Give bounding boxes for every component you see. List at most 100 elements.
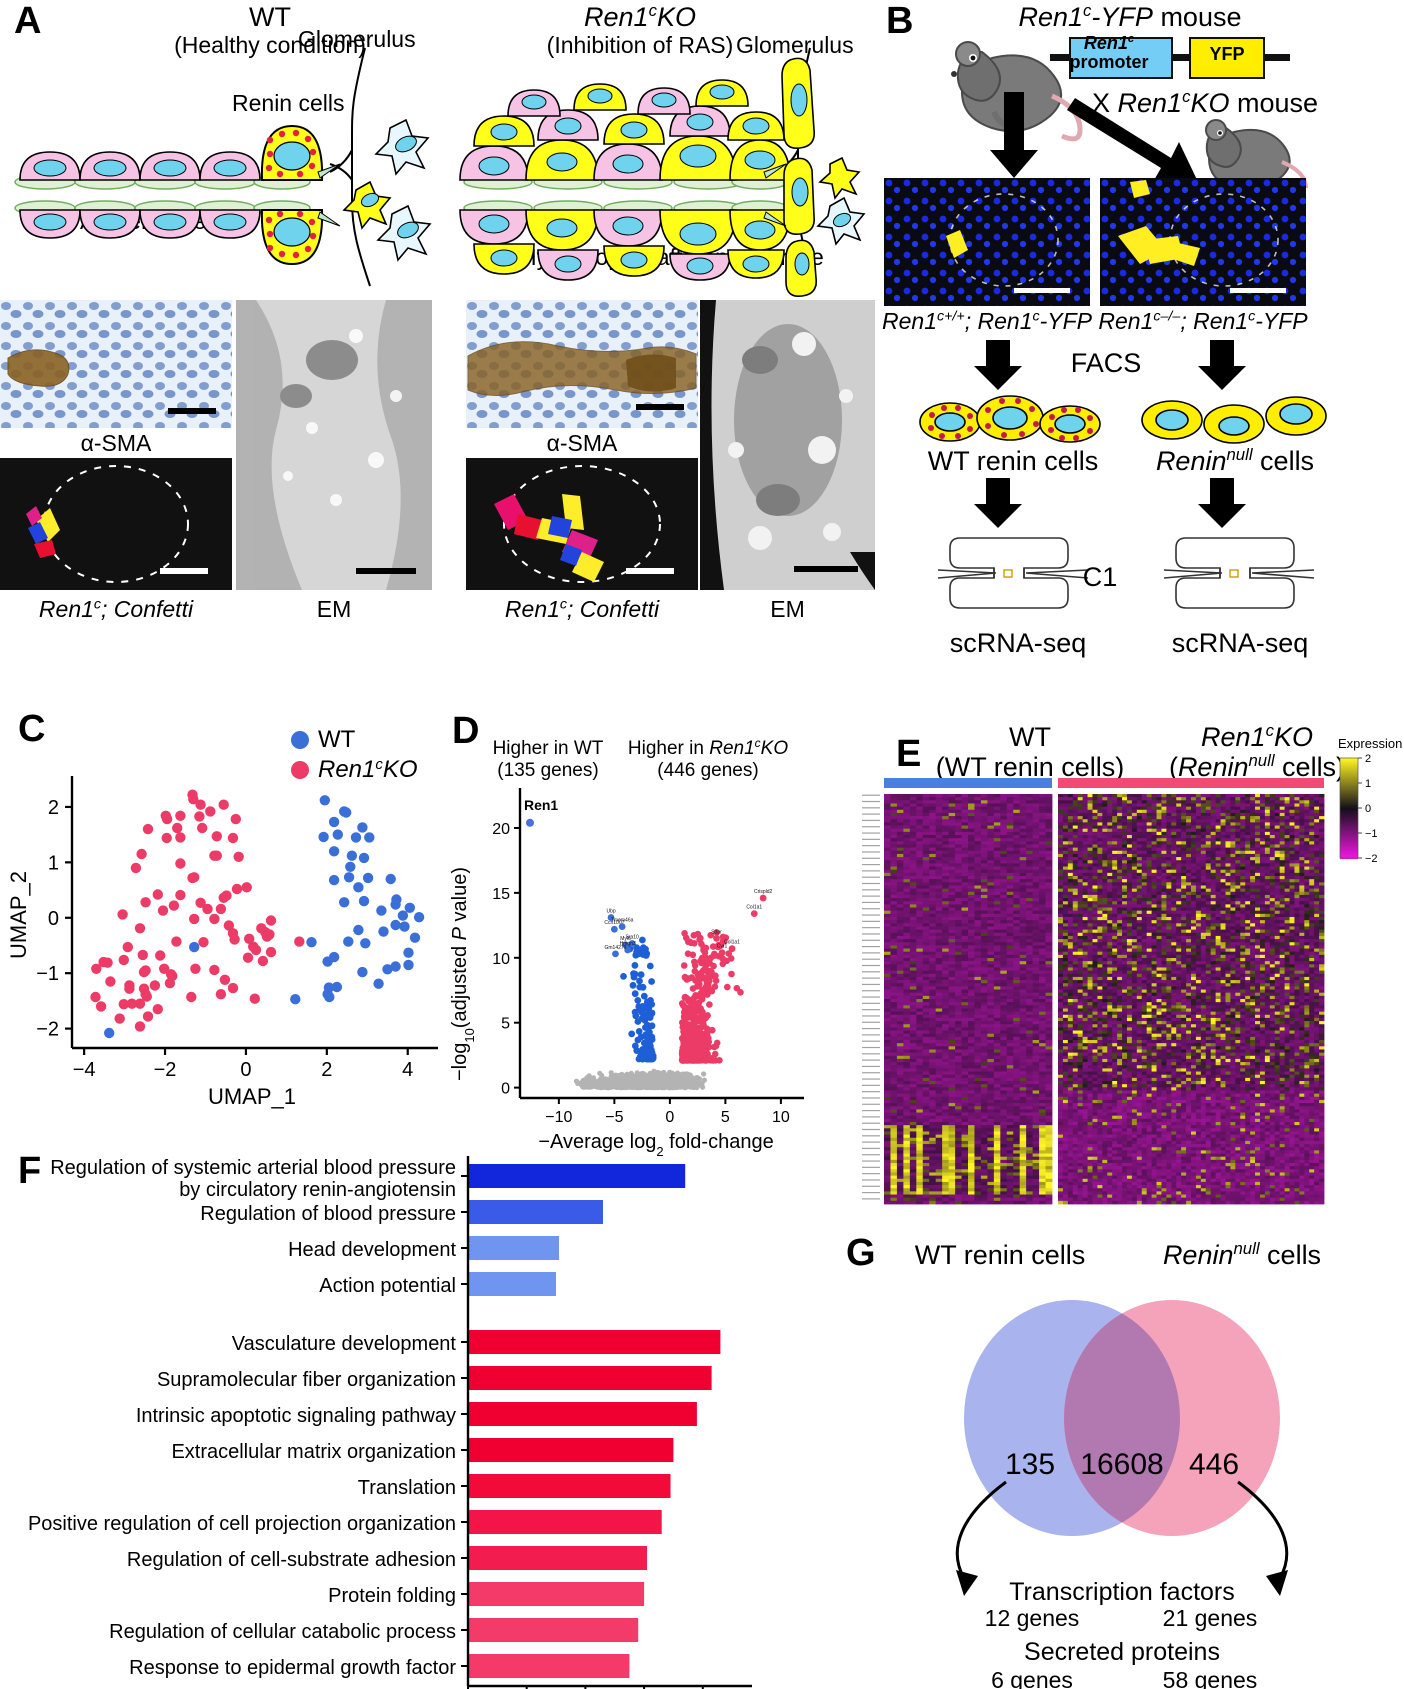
svg-text:10: 10 — [772, 1109, 790, 1126]
svg-text:WT: WT — [318, 726, 356, 753]
wt-confetti-caption: Ren1c; Confetti — [38, 596, 194, 622]
svg-text:Col1a1: Col1a1 — [746, 905, 762, 911]
svg-text:(135 genes): (135 genes) — [497, 760, 598, 781]
svg-text:Ren1cKO: Ren1cKO — [318, 756, 418, 784]
svg-text:Cyr1: Cyr1 — [717, 944, 728, 950]
ko-glomerulus-label: Glomerulus — [736, 32, 854, 58]
wt-renin-cell-icons — [919, 395, 1101, 443]
panel-b-mouse-title: Ren1c-YFP mouse — [1018, 1, 1242, 32]
wt-subtitle: (Healthy condition) — [174, 32, 366, 59]
panel-letter-d: D — [452, 710, 480, 752]
heatmap-wt-title: WT (WT renin cells) — [935, 722, 1125, 783]
construct-reporter-label: YFP — [1209, 44, 1245, 64]
wt-renin-cells-label: Renin cells — [232, 90, 345, 116]
svg-text:−4: −4 — [73, 1059, 96, 1081]
svg-text:20: 20 — [492, 821, 510, 838]
svg-text:(446 genes): (446 genes) — [657, 760, 758, 781]
volcano-plot: Higher in WT(135 genes) Higher in Ren1cKO… — [449, 736, 804, 1159]
c1-chip-icon-left — [937, 537, 1089, 609]
ko-confetti-micrograph — [466, 458, 698, 590]
ko-subtitle: (Inhibition of RAS) — [546, 32, 734, 59]
wt-glomerulus-label: Glomerulus — [298, 26, 416, 52]
svg-text:15: 15 — [492, 886, 510, 903]
panel-letter-c: C — [18, 708, 46, 750]
c1-chip-icon-right — [1163, 537, 1315, 609]
ko-em-caption: EM — [770, 596, 805, 622]
genotype-right-label: Ren1c–/–; Ren1c-YFP — [1098, 308, 1308, 334]
construct-promoter-label: Ren1c promoter — [1069, 33, 1149, 72]
arrow-down-left — [990, 92, 1038, 178]
scrna-seq-left: scRNA-seq — [949, 628, 1087, 658]
wt-arteriole-schematic — [10, 47, 432, 287]
svg-text:10: 10 — [492, 951, 510, 968]
svg-text:−5: −5 — [605, 1109, 623, 1126]
c1-label: C1 — [1082, 562, 1118, 592]
go-enrichment-bar-chart: Regulation of systemic arterial blood pr… — [28, 1156, 752, 1689]
svg-text:2: 2 — [48, 797, 59, 819]
facs-label: FACS — [1070, 348, 1142, 378]
svg-text:−1: −1 — [36, 963, 59, 985]
renin-null-cell-icons — [1141, 396, 1327, 444]
svg-text:UMAP_2: UMAP_2 — [6, 871, 31, 959]
svg-text:Myl6: Myl6 — [620, 936, 631, 942]
ko-arteriole-schematic — [459, 47, 866, 298]
svg-text:Sdpr: Sdpr — [711, 929, 722, 935]
ko-confetti-caption: Ren1c; Confetti — [504, 596, 660, 622]
arrow-down-c1-right — [1198, 478, 1246, 528]
svg-text:4: 4 — [402, 1059, 413, 1081]
transgene-construct — [1050, 37, 1290, 79]
svg-text:Higher in WT: Higher in WT — [493, 738, 604, 759]
panel-letter-f: F — [18, 1150, 42, 1192]
svg-text:Ren1: Ren1 — [524, 797, 558, 813]
svg-text:5: 5 — [721, 1109, 730, 1126]
svg-text:0: 0 — [240, 1059, 251, 1081]
arrow-down-facs-left — [974, 340, 1022, 390]
svg-text:−10: −10 — [545, 1109, 572, 1126]
panel-letter-g: G — [846, 1232, 876, 1274]
panel-a-left-title: WT (Healthy condition) — [120, 2, 420, 59]
svg-text:Crispld2: Crispld2 — [754, 889, 773, 895]
expression-heatmap — [862, 778, 1325, 1205]
svg-text:0: 0 — [48, 908, 59, 930]
wt-em-micrograph — [236, 300, 432, 590]
svg-text:UMAP_1: UMAP_1 — [208, 1084, 296, 1109]
svg-text:Ccn1007: Ccn1007 — [604, 920, 624, 926]
panel-a-right-title: Ren1cKO (Inhibition of RAS) — [480, 1, 800, 59]
panel-b-cross-label: X Ren1cKO mouse — [1092, 87, 1318, 118]
ko-em-micrograph — [700, 300, 875, 590]
genotype-left-label: Ren1c+/+; Ren1c-YFP — [882, 308, 1092, 334]
arrow-down-c1-left — [974, 478, 1022, 528]
arrow-diagonal-right — [1067, 98, 1199, 184]
venn-right-title: Reninnull cells — [1162, 1239, 1322, 1270]
panel-letter-e: E — [896, 733, 922, 775]
wt-title: WT — [249, 2, 291, 32]
svg-text:Ubp: Ubp — [606, 909, 615, 915]
panel-letter-a: A — [14, 0, 42, 42]
venn-left-title: WT renin cells — [914, 1240, 1086, 1270]
renin-null-cells-label: Reninnull cells — [1155, 445, 1315, 476]
svg-text:Higher in Ren1cKO: Higher in Ren1cKO — [628, 736, 788, 759]
ko-title: Ren1cKO — [584, 1, 696, 32]
heatmap-legend-title: Expression — [1338, 736, 1403, 751]
fluorescence-image-wt — [884, 178, 1090, 306]
wt-em-caption: EM — [316, 596, 352, 622]
ko-asma-caption: α-SMA — [546, 430, 618, 456]
umap-scatter-plot: WT Ren1cKO −2 −1 0 1 2 −4 −2 0 2 4 UMAP_1 UMAP_2 — [6, 726, 438, 1109]
svg-text:Col1a1: Col1a1 — [724, 940, 740, 946]
wt-asma-caption: α-SMA — [80, 430, 152, 456]
svg-text:−log10(adjusted P value): −log10(adjusted P value) — [449, 867, 477, 1081]
expression-colorbar: 210−1−2 — [1339, 753, 1378, 865]
svg-text:2: 2 — [321, 1059, 332, 1081]
svg-text:Tmem46a: Tmem46a — [611, 918, 634, 924]
svg-text:0: 0 — [665, 1109, 674, 1126]
wt-confetti-micrograph — [0, 458, 232, 590]
heatmap-ko-title: Ren1cKO (Reninnull cells) — [1168, 721, 1346, 783]
wt-renin-cells-label: WT renin cells — [927, 446, 1099, 476]
wt-asma-micrograph — [0, 300, 232, 428]
fluorescence-image-ko — [1100, 178, 1306, 306]
svg-text:Gm14279: Gm14279 — [604, 945, 626, 951]
scrna-seq-right: scRNA-seq — [1171, 628, 1309, 658]
svg-text:5: 5 — [501, 1016, 510, 1033]
svg-text:Hmgn3: Hmgn3 — [620, 941, 636, 947]
